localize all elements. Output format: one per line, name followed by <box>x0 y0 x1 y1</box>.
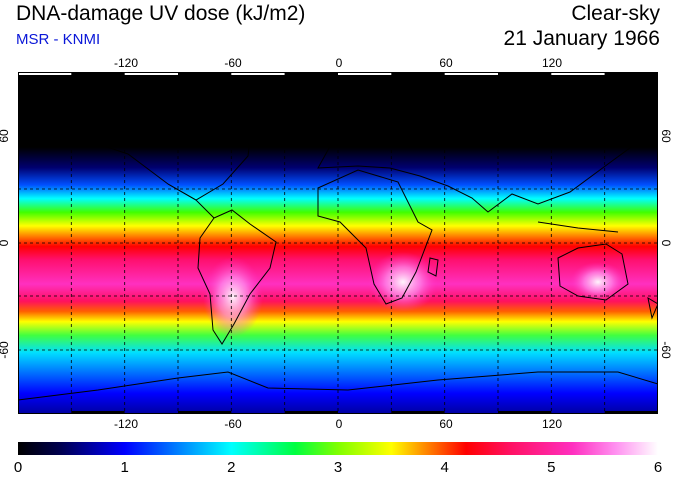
coast-north-america <box>77 101 254 201</box>
lat-tick-right: 60 <box>659 129 673 143</box>
lon-tick-top: -120 <box>113 56 139 70</box>
border-segment <box>18 72 72 75</box>
coast-antarctica <box>18 371 658 401</box>
coast-greenland <box>272 73 319 115</box>
lon-tick-top: 120 <box>541 56 563 70</box>
colorbar-tick-label: 1 <box>120 459 129 476</box>
colorbar-gradient <box>18 442 658 455</box>
lat-tick-left: 60 <box>0 129 11 143</box>
coast-eurasia <box>317 89 639 213</box>
lat-tick-right: -60 <box>659 341 673 359</box>
lon-tick-top: -60 <box>224 56 242 70</box>
colorbar-tick-label: 5 <box>547 459 556 476</box>
map-canvas <box>18 72 658 414</box>
colorbar-tick-label: 2 <box>227 459 236 476</box>
colorbar <box>18 442 658 455</box>
border-segment <box>604 411 658 414</box>
border-segment <box>498 411 552 414</box>
coast-new-zealand <box>647 296 658 320</box>
source-label: MSR - KNMI <box>16 31 101 48</box>
page-title: DNA-damage UV dose (kJ/m2) <box>16 2 306 25</box>
hotspot-south-america <box>203 257 263 337</box>
uv-dose-map <box>18 72 658 414</box>
border-segment <box>71 411 125 414</box>
lon-tick-bottom: 0 <box>335 417 343 431</box>
lat-tick-left: 0 <box>0 240 11 247</box>
border-segment <box>231 72 285 75</box>
lon-tick-bottom: -60 <box>224 417 242 431</box>
map-border <box>18 72 658 414</box>
coast-africa <box>317 169 433 305</box>
coast-madagascar <box>427 257 439 277</box>
hotspot-africa <box>368 252 438 312</box>
border-segment <box>284 411 338 414</box>
map-outline <box>18 72 658 414</box>
graticule <box>18 72 658 414</box>
colorbar-tick-label: 0 <box>13 459 23 476</box>
lat-tick-right: 0 <box>659 239 673 247</box>
border-segment <box>338 72 392 75</box>
lon-tick-top: 0 <box>335 56 343 70</box>
colorbar-tick-label: 6 <box>653 459 663 476</box>
lon-tick-bottom: 60 <box>439 417 453 431</box>
sky-condition-label: Clear-sky <box>571 2 660 25</box>
lon-tick-top: 60 <box>439 56 453 70</box>
colorbar-tick-label: 3 <box>333 459 343 476</box>
border-segment <box>444 72 498 75</box>
lon-tick-bottom: -120 <box>113 417 139 431</box>
border-segment <box>391 411 445 414</box>
border-segment <box>178 411 232 414</box>
coast-south-america <box>197 209 277 345</box>
hotspot-australia <box>570 262 626 302</box>
coast-australia <box>557 243 629 301</box>
lat-tick-left: -60 <box>0 341 11 359</box>
border-segment <box>551 72 605 75</box>
border-segment <box>124 72 178 75</box>
colorbar-tick-label: 4 <box>440 459 449 476</box>
lon-tick-bottom: 120 <box>541 417 563 431</box>
date-label: 21 January 1966 <box>503 27 660 50</box>
coastlines <box>18 73 658 401</box>
